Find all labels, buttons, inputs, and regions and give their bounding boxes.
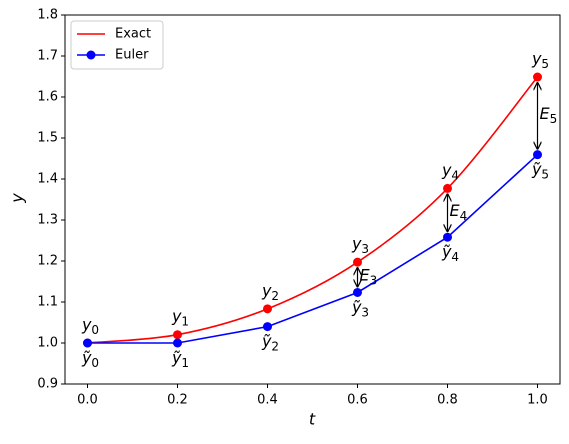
annotation-base: y (531, 49, 542, 68)
annotation: ỹ5 (531, 159, 549, 181)
annotation-base: ỹ (531, 159, 542, 178)
annotation-base: y (441, 160, 452, 179)
annotation: ỹ4 (441, 242, 459, 264)
annotation: ỹ1 (171, 348, 189, 370)
point (173, 330, 182, 340)
plot-frame (64, 14, 561, 385)
point (533, 72, 542, 82)
legend-label: Euler (115, 48, 149, 63)
annotation: y3 (351, 234, 369, 256)
annotation-sub: 4 (451, 168, 459, 182)
annotation: y1 (171, 306, 189, 328)
annotation: E4 (450, 200, 468, 222)
annotation-sub: 1 (181, 314, 189, 328)
annotation-sub: 2 (271, 288, 279, 302)
y-axis-label: y (8, 193, 27, 204)
annotation: E5 (540, 103, 558, 125)
y-tick-label: 1.5 (37, 131, 58, 146)
y-tick-label: 1.1 (37, 295, 58, 310)
annotation-base: ỹ (81, 348, 92, 367)
annotation-sub: 3 (361, 242, 369, 256)
annotation-sub: 5 (541, 167, 549, 181)
y-tick-label: 1.2 (37, 254, 58, 269)
annotation-sub: 0 (91, 323, 99, 337)
annotation-base: y (81, 315, 92, 334)
annotation-base: y (171, 306, 182, 325)
point (353, 257, 362, 267)
y-tick-label: 1.3 (37, 213, 58, 228)
annotation-sub: 3 (370, 273, 378, 287)
point (533, 150, 542, 160)
x-tick-label: 0.0 (77, 393, 98, 408)
annotation-sub: 4 (451, 250, 459, 264)
annotation: y2 (261, 280, 279, 302)
annotation: ỹ3 (351, 297, 369, 319)
y-tick-label: 0.9 (37, 377, 58, 392)
point (83, 338, 92, 348)
legend-label: Exact (115, 27, 151, 42)
annotation-base: E (540, 103, 551, 122)
annotation: y5 (531, 49, 549, 71)
x-tick-label: 1.0 (527, 393, 548, 408)
y-tick-label: 1.6 (37, 90, 58, 105)
annotation-base: y (261, 280, 272, 299)
x-axis-label: t (309, 410, 316, 429)
annotation-base: E (360, 265, 371, 284)
annotation-sub: 0 (91, 356, 99, 370)
annotation-base: ỹ (441, 242, 452, 261)
annotation-base: ỹ (171, 348, 182, 367)
annotation: y0 (81, 315, 99, 337)
annotation: ỹ2 (261, 331, 279, 353)
annotation-sub: 1 (181, 356, 189, 370)
y-tick-label: 1.4 (37, 172, 58, 187)
x-tick-label: 0.2 (167, 393, 188, 408)
y-tick-label: 1.7 (37, 49, 58, 64)
annotation-sub: 4 (460, 208, 468, 222)
x-tick-label: 0.8 (437, 393, 458, 408)
y-tick-label: 1.0 (37, 336, 58, 351)
y-tick-label: 1.8 (37, 8, 58, 23)
annotation-sub: 5 (541, 57, 549, 71)
annotation-base: ỹ (351, 297, 362, 316)
annotation: E3 (360, 265, 378, 287)
annotation-sub: 5 (550, 111, 558, 125)
annotation: y4 (441, 160, 459, 182)
x-tick-label: 0.6 (347, 393, 368, 408)
point (173, 338, 182, 348)
legend-marker (86, 50, 96, 60)
series-line (87, 154, 539, 344)
annotation-base: E (450, 200, 461, 219)
point (263, 304, 272, 314)
annotation-sub: 3 (361, 305, 369, 319)
annotation-base: y (351, 234, 362, 253)
point (263, 322, 272, 332)
x-tick-label: 0.4 (257, 393, 278, 408)
annotation: ỹ0 (81, 348, 99, 370)
annotation-sub: 2 (271, 339, 279, 353)
annotation-base: ỹ (261, 331, 272, 350)
point (353, 287, 362, 297)
point (443, 232, 452, 242)
series-line (87, 76, 539, 344)
point (443, 183, 452, 193)
